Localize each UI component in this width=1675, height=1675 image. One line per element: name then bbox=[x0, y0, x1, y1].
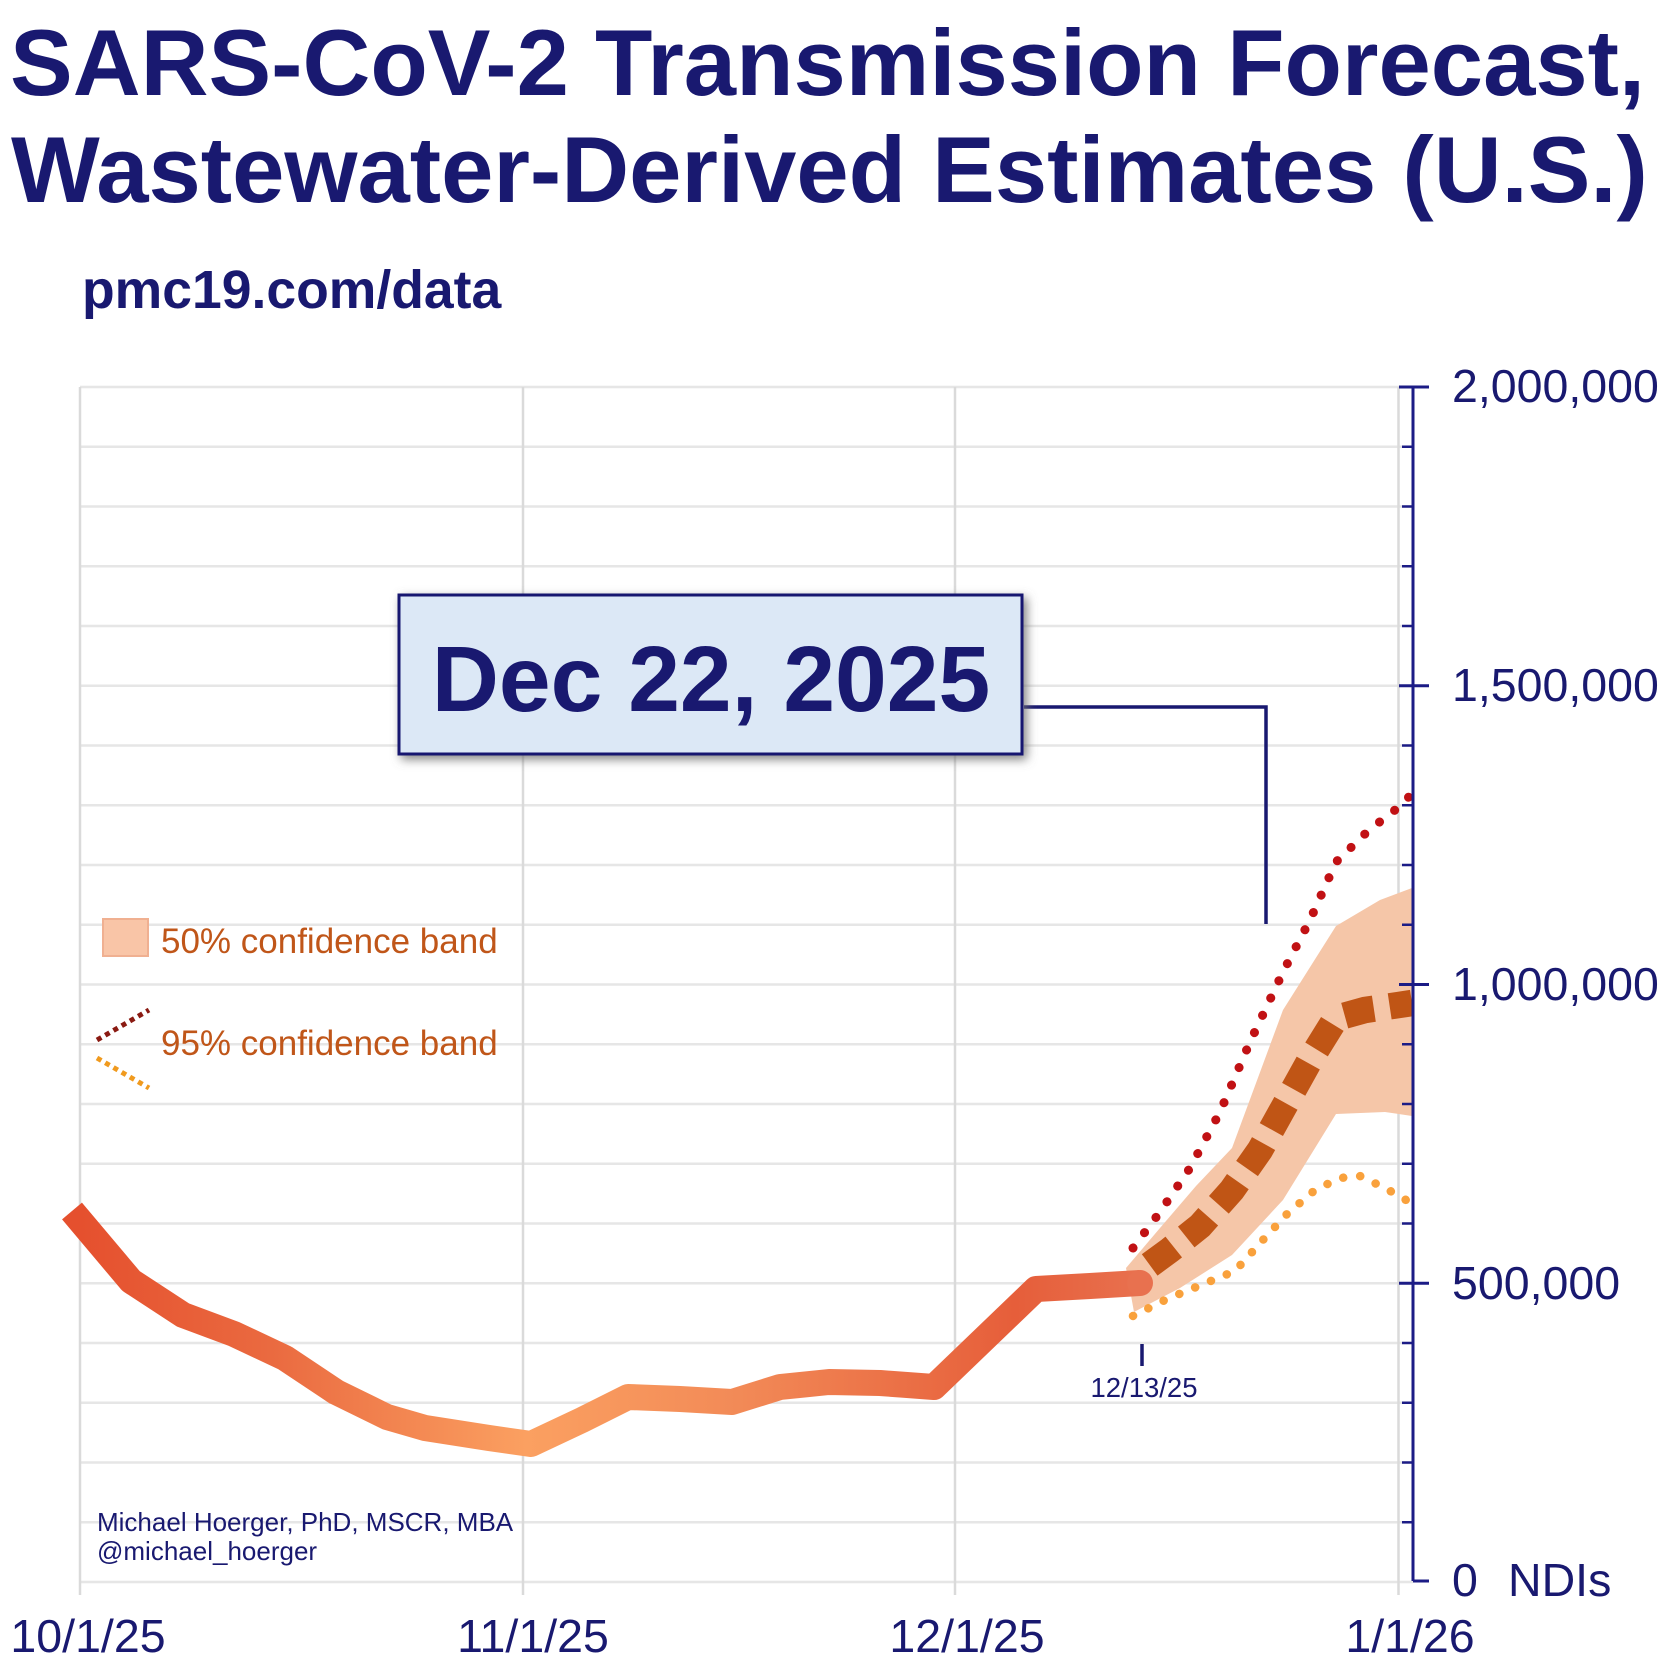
svg-text:11/1/25: 11/1/25 bbox=[457, 1610, 609, 1662]
svg-text:12/13/25: 12/13/25 bbox=[1090, 1372, 1197, 1403]
svg-text:Michael Hoerger, PhD, MSCR, MB: Michael Hoerger, PhD, MSCR, MBA bbox=[97, 1507, 514, 1537]
svg-text:SARS-CoV-2 Transmission Foreca: SARS-CoV-2 Transmission Forecast, bbox=[10, 10, 1645, 115]
svg-text:1,500,000: 1,500,000 bbox=[1452, 659, 1659, 711]
svg-text:1/1/26: 1/1/26 bbox=[1345, 1610, 1474, 1662]
svg-text:0: 0 bbox=[1452, 1554, 1478, 1606]
svg-text:12/1/25: 12/1/25 bbox=[889, 1610, 1044, 1662]
svg-text:10/1/25: 10/1/25 bbox=[10, 1610, 165, 1662]
svg-text:Dec 22, 2025: Dec 22, 2025 bbox=[432, 627, 990, 731]
svg-text:NDIs: NDIs bbox=[1508, 1554, 1611, 1606]
svg-text:2,000,000: 2,000,000 bbox=[1452, 360, 1659, 412]
svg-text:@michael_hoerger: @michael_hoerger bbox=[97, 1536, 317, 1566]
svg-text:500,000: 500,000 bbox=[1452, 1257, 1620, 1309]
svg-text:pmc19.com/data: pmc19.com/data bbox=[82, 261, 502, 320]
svg-text:Wastewater-Derived Estimates (: Wastewater-Derived Estimates (U.S.) bbox=[11, 117, 1648, 222]
svg-text:1,000,000: 1,000,000 bbox=[1452, 958, 1659, 1010]
svg-text:95% confidence band: 95% confidence band bbox=[161, 1024, 498, 1063]
svg-text:50% confidence band: 50% confidence band bbox=[161, 922, 498, 961]
